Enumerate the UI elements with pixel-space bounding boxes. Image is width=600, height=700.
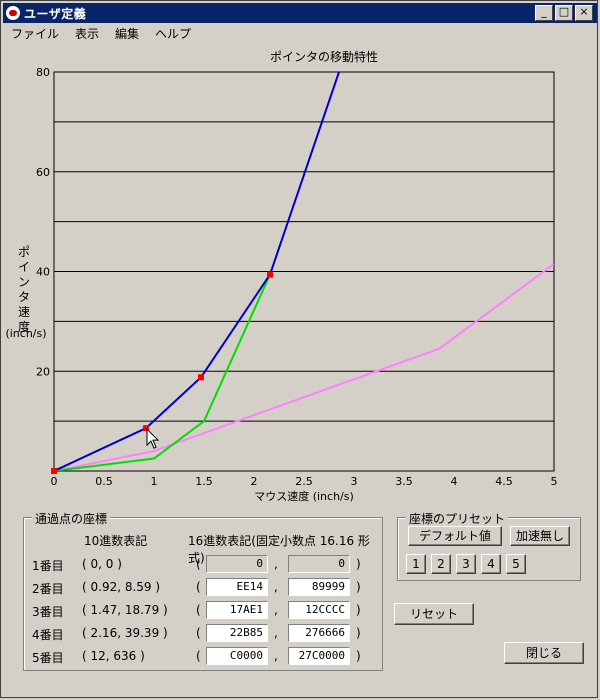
paren-open: ( [196, 626, 201, 640]
menu-file[interactable]: ファイル [11, 26, 60, 41]
preset-5-button[interactable]: 5 [506, 554, 526, 574]
default-preset-button[interactable]: デフォルト値 [408, 526, 502, 546]
point-row-label: 2番目 [32, 582, 64, 596]
hex-y-field[interactable]: 89999 [288, 578, 350, 596]
y-tick-label: 40 [36, 266, 50, 279]
comma: , [274, 557, 278, 571]
hex-y-field: 0 [288, 555, 350, 573]
y-tick-label: 60 [36, 166, 50, 179]
x-tick-label: 3 [351, 475, 358, 488]
y-tick-label: 80 [36, 66, 50, 79]
comma: , [274, 649, 278, 663]
series-line [54, 263, 554, 471]
preset-4-button[interactable]: 4 [481, 554, 501, 574]
comma: , [274, 603, 278, 617]
point-decimal-value: ( 12, 636 ) [82, 649, 145, 663]
menu-edit[interactable]: 編集 [115, 26, 140, 41]
paren-open: ( [196, 580, 201, 594]
x-tick-label: 5 [551, 475, 558, 488]
comma: , [274, 626, 278, 640]
window-title: ユーザ定義 [24, 6, 87, 21]
series-line [54, 274, 271, 471]
x-tick-label: 1.5 [195, 475, 213, 488]
presets-group: 座標のプリセット デフォルト値 加速無し 1 2 3 4 5 [397, 510, 581, 581]
x-tick-label: 2 [251, 475, 258, 488]
paren-open: ( [196, 649, 201, 663]
point-row-label: 4番目 [32, 628, 64, 642]
chart-svg[interactable]: ポインタの移動特性 20 40 60 80 0 0.5 1 1.5 2 2.5 3 3.5 4 4.5 5 マウ… [1, 45, 600, 505]
preset-2-button[interactable]: 2 [431, 554, 451, 574]
hex-y-field[interactable]: 27C0000 [288, 647, 350, 665]
x-tick-label: 4 [451, 475, 458, 488]
menu-help[interactable]: ヘルプ [155, 26, 192, 41]
point-decimal-value: ( 0.92, 8.59 ) [82, 580, 161, 594]
close-window-button[interactable]: × [575, 5, 593, 21]
mouse-cursor-icon [146, 427, 160, 449]
menu-view[interactable]: 表示 [75, 26, 100, 41]
title-bar: ユーザ定義 _ □ × [3, 3, 597, 23]
points-group: 通過点の座標 10進数表記 16進数表記(固定小数点 16.16 形式) 1番目… [23, 510, 383, 671]
y-axis-label-char: 度 [18, 319, 30, 334]
app-icon [6, 6, 20, 20]
paren-close: ) [356, 649, 361, 663]
paren-close: ) [356, 603, 361, 617]
y-axis-label-char: ン [18, 275, 30, 289]
hex-y-field[interactable]: 276666 [288, 624, 350, 642]
no-accel-preset-button[interactable]: 加速無し [510, 526, 570, 546]
hex-header: 16進数表記(固定小数点 16.16 形式) [188, 534, 370, 565]
x-tick-label: 3.5 [395, 475, 413, 488]
paren-open: ( [196, 557, 201, 571]
x-axis-label: マウス速度 (inch/s) [254, 489, 354, 503]
control-point-marker [51, 468, 57, 474]
menu-bar: ファイル 表示 編集 ヘルプ [3, 24, 597, 42]
hex-x-field[interactable]: C0000 [206, 647, 268, 665]
close-button[interactable]: 閉じる [504, 642, 584, 664]
point-row-label: 1番目 [32, 559, 64, 573]
point-row-label: 3番目 [32, 605, 64, 619]
paren-close: ) [356, 557, 361, 571]
x-tick-label: 4.5 [495, 475, 513, 488]
y-axis-label-char: 速 [18, 305, 30, 319]
hex-x-field[interactable]: 17AE1 [206, 601, 268, 619]
point-row-label: 5番目 [32, 651, 64, 665]
point-decimal-value: ( 1.47, 18.79 ) [82, 603, 168, 617]
y-axis-unit: (inch/s) [5, 327, 46, 340]
x-tick-label: 1 [151, 475, 158, 488]
y-tick-label: 20 [36, 365, 50, 378]
x-tick-label: 2.5 [295, 475, 313, 488]
y-axis-label-char: イ [18, 260, 30, 274]
minimize-button[interactable]: _ [535, 5, 553, 21]
y-axis-label-char: タ [18, 290, 30, 304]
chart-title: ポインタの移動特性 [270, 49, 378, 64]
paren-close: ) [356, 626, 361, 640]
hex-x-field[interactable]: 22B85 [206, 624, 268, 642]
hex-x-field: 0 [206, 555, 268, 573]
pointer-chart[interactable]: ポインタの移動特性 20 40 60 80 0 0.5 1 1.5 2 2.5 3 3.5 4 4.5 5 マウ… [1, 45, 600, 505]
point-decimal-value: ( 2.16, 39.39 ) [82, 626, 168, 640]
comma: , [274, 580, 278, 594]
hex-x-field[interactable]: EE14 [206, 578, 268, 596]
control-point-marker [198, 374, 204, 381]
y-axis-label-char: ポ [18, 245, 30, 259]
x-tick-label: 0 [51, 475, 58, 488]
paren-close: ) [356, 580, 361, 594]
dec-header: 10進数表記 [84, 534, 148, 548]
paren-open: ( [196, 603, 201, 617]
point-decimal-value: ( 0, 0 ) [82, 557, 122, 571]
points-group-title: 通過点の座標 [32, 510, 111, 527]
hex-y-field[interactable]: 12CCCC [288, 601, 350, 619]
preset-3-button[interactable]: 3 [456, 554, 476, 574]
control-point-marker [267, 271, 273, 278]
control-point-marker [143, 425, 149, 432]
x-tick-label: 0.5 [95, 475, 113, 488]
preset-1-button[interactable]: 1 [406, 554, 426, 574]
presets-group-title: 座標のプリセット [406, 510, 509, 527]
maximize-button[interactable]: □ [555, 5, 573, 21]
reset-button[interactable]: リセット [394, 603, 474, 625]
